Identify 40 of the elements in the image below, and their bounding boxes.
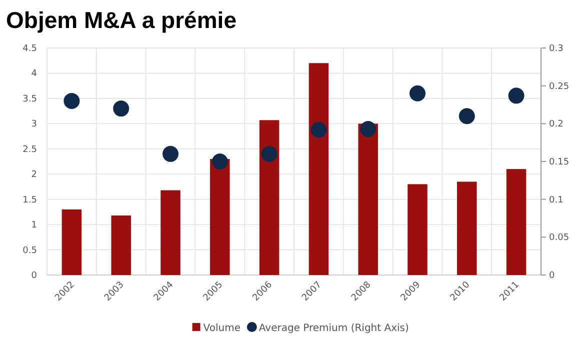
point [310, 122, 327, 138]
y-tick-label: 1 [31, 220, 37, 231]
legend-label: Average Premium (Right Axis) [258, 323, 409, 334]
point [458, 108, 475, 124]
bar [506, 169, 526, 275]
point [113, 100, 130, 117]
point [508, 88, 524, 104]
bar [62, 209, 82, 275]
y-tick-label: 3.5 [22, 94, 37, 104]
y-tick-label: 4 [31, 69, 38, 80]
y-tick-label: 2 [31, 170, 37, 180]
y-tick-label: 4.5 [22, 44, 37, 54]
y-tick-label: 2.5 [22, 144, 37, 155]
bar [457, 182, 477, 275]
bar [308, 63, 329, 275]
legend-label: Volume [203, 323, 241, 334]
y2-tick-label: 0.15 [549, 158, 570, 168]
chart-title: Objem M&A a prémie [6, 7, 236, 33]
bar [408, 184, 428, 275]
bar [111, 215, 131, 275]
bar [210, 158, 230, 275]
y2-tick-label: 0.3 [549, 44, 564, 54]
bar [160, 190, 180, 275]
y2-tick-label: 0.1 [549, 195, 564, 206]
point [261, 146, 278, 162]
point [64, 92, 80, 109]
bar [358, 124, 378, 275]
point [162, 146, 178, 162]
point [212, 154, 228, 170]
y-tick-label: 3 [31, 120, 37, 130]
y-tick-label: 1.5 [22, 195, 37, 206]
y2-tick-label: 0.05 [549, 233, 570, 244]
y-tick-label: 0 [31, 271, 38, 281]
point [360, 120, 376, 137]
y2-tick-label: 0 [549, 271, 555, 281]
y2-tick-label: 0.25 [549, 82, 570, 92]
y2-tick-label: 0.2 [549, 120, 564, 130]
point [410, 85, 426, 102]
bar [259, 120, 280, 275]
y-tick-label: 0.5 [22, 246, 37, 256]
